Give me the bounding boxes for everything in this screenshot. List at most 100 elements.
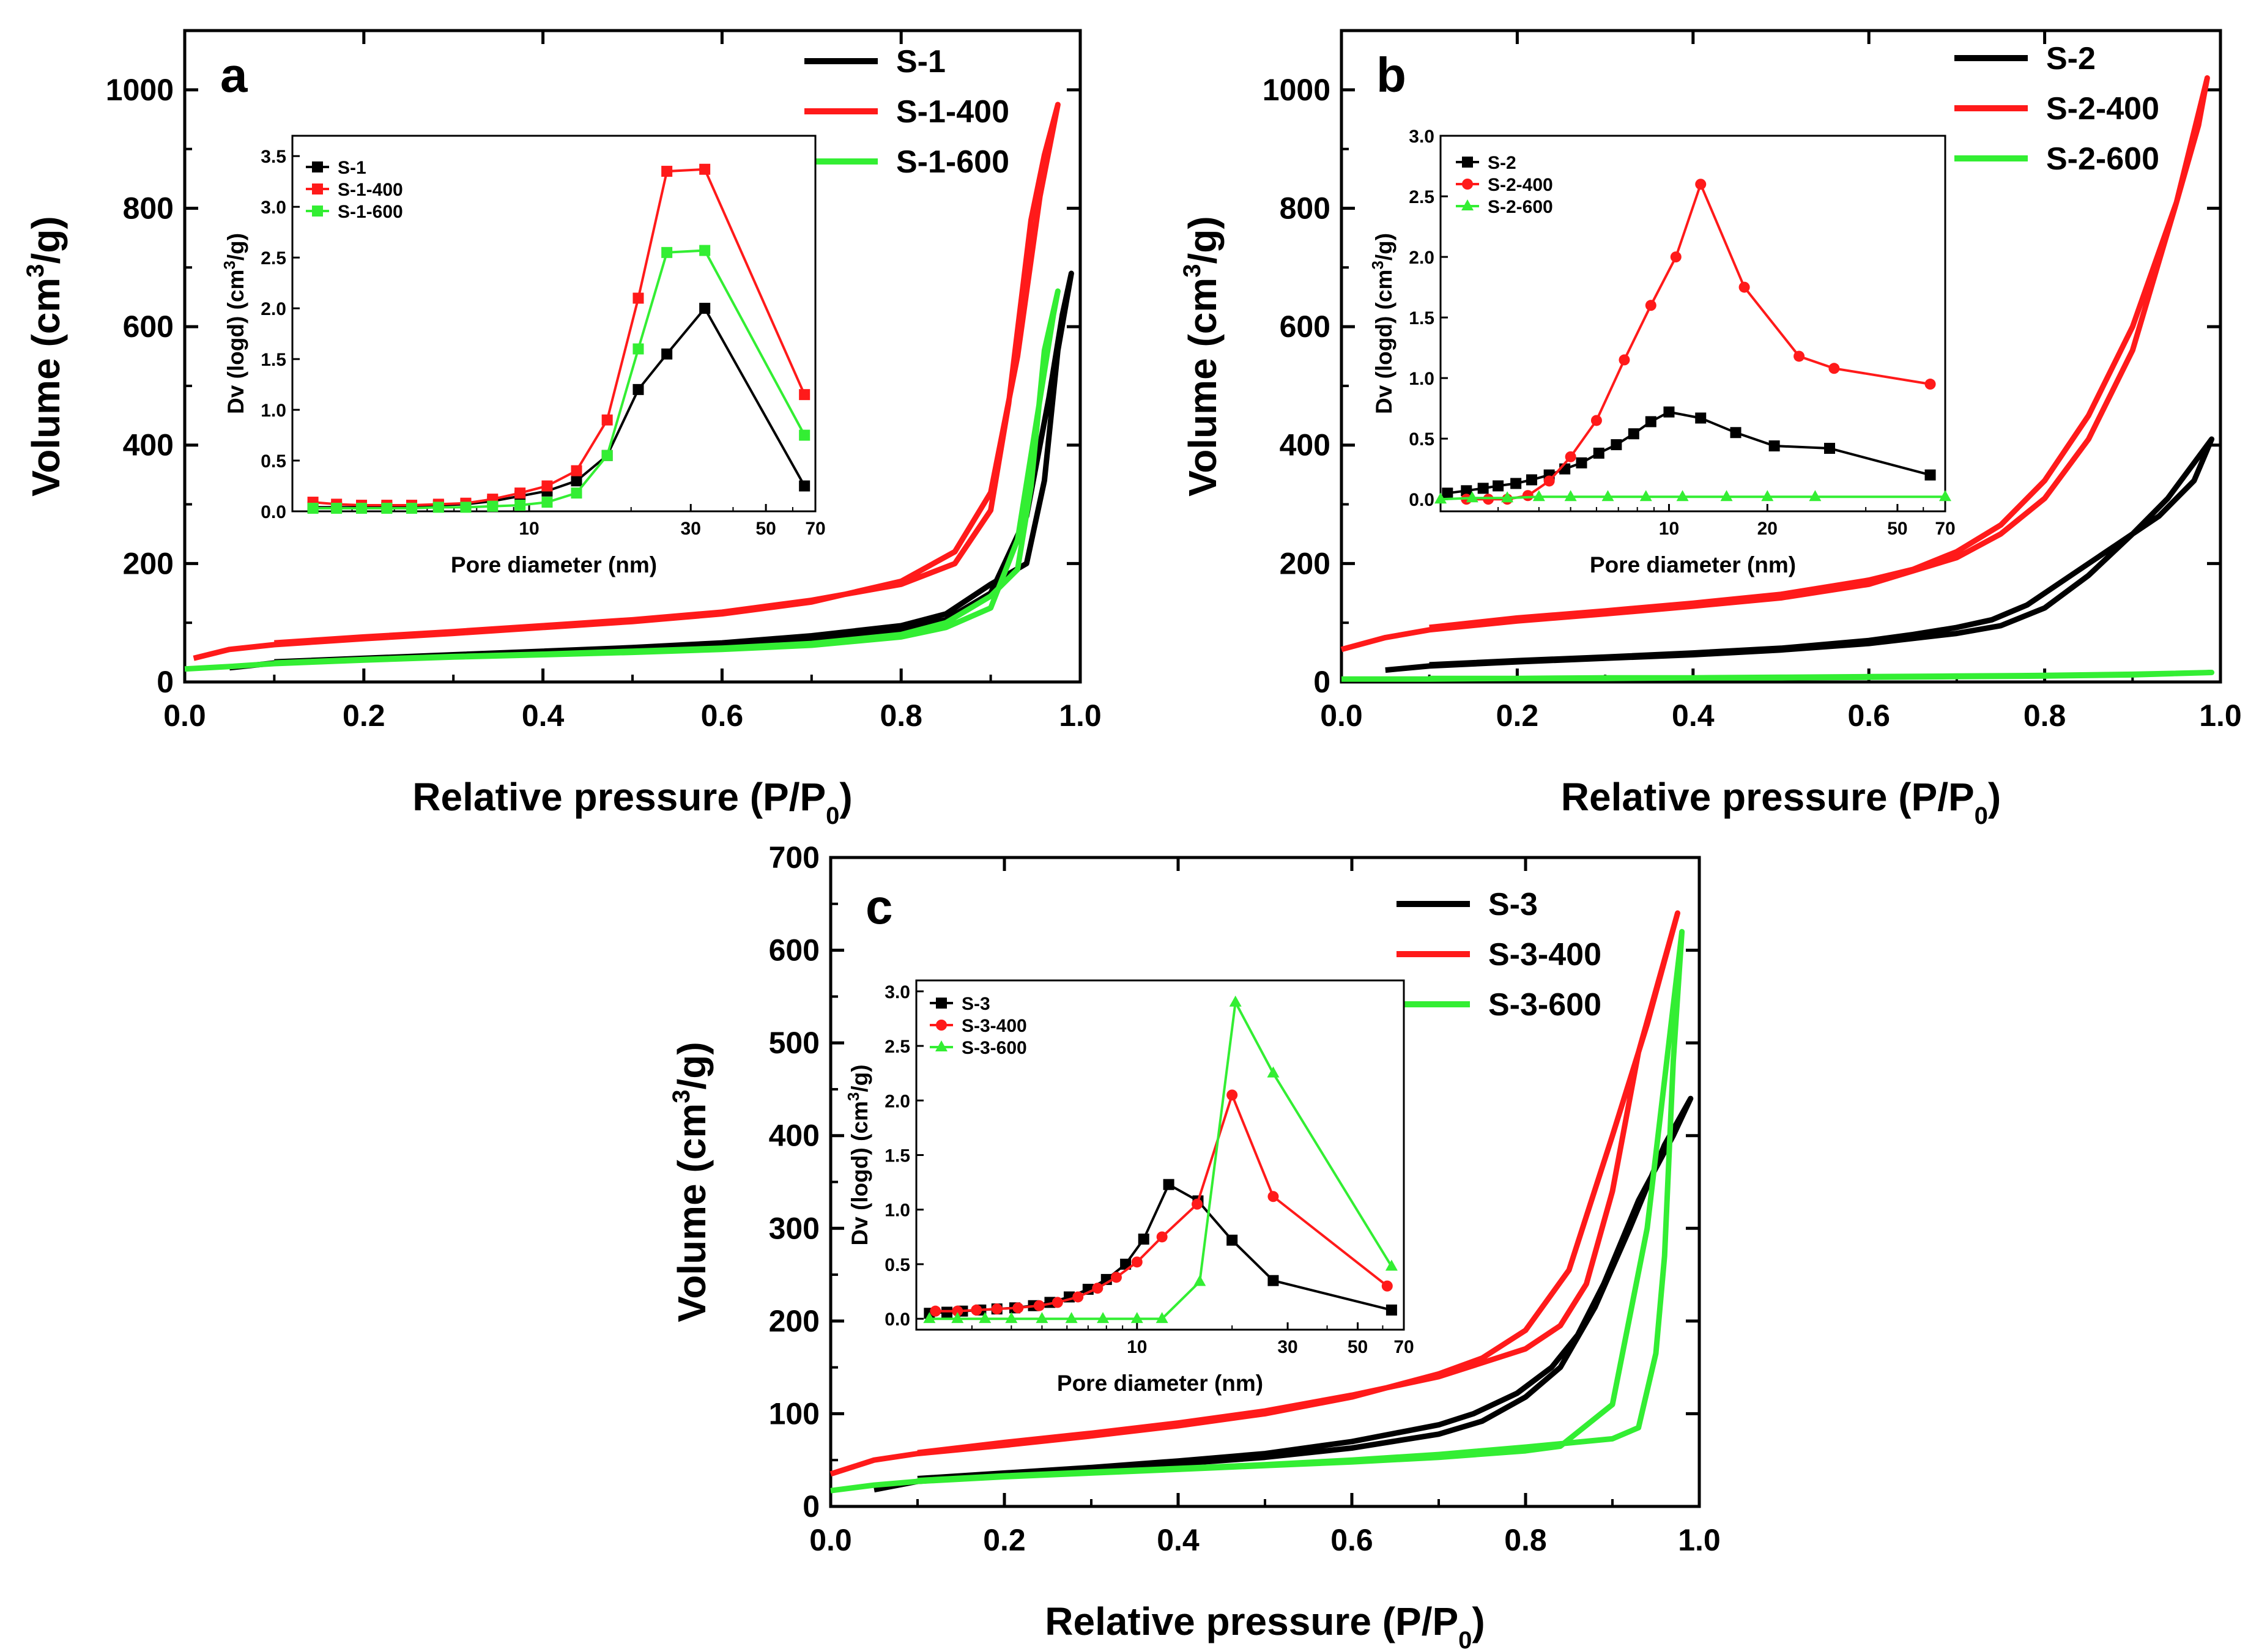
inset-point-S-1-400	[571, 465, 582, 476]
inset-point-S-1-600	[799, 429, 810, 441]
inset-y-tick-label: 0.5	[261, 451, 286, 472]
inset-point-S-3	[1267, 1275, 1279, 1286]
inset-legend-marker-S-3-600	[935, 1040, 948, 1051]
panel-letter: a	[220, 48, 248, 102]
x-tick-label: 0.0	[163, 698, 206, 733]
x-axis-label-main: Relative pressure (P/P	[1561, 775, 1975, 819]
y-axis-label-sup: 3	[668, 1089, 695, 1103]
legend-label-S-2-400: S-2-400	[2046, 91, 2159, 127]
inset-point-S-2-600	[1564, 490, 1577, 502]
inset-point-S-3-600	[951, 1312, 964, 1324]
y-axis-label: Volume (cm3/g)	[1179, 216, 1225, 496]
inset-point-S-2-400	[1645, 300, 1656, 311]
inset-point-S-1-600	[632, 343, 644, 355]
inset-point-S-3-600	[1229, 995, 1242, 1007]
y-tick-label: 600	[123, 309, 174, 344]
isotherm-S-2-600	[1341, 670, 2215, 682]
legend-label-S-3-400: S-3-400	[1488, 937, 1601, 972]
inset-point-S-2	[1663, 406, 1675, 418]
inset-point-S-3-600	[1005, 1312, 1018, 1324]
x-tick-label: 0.4	[1672, 698, 1715, 733]
inset-x-tick-label: 70	[1935, 519, 1955, 539]
inset-point-S-3-400	[1110, 1272, 1122, 1283]
inset-y-axis-label-sup: 3	[220, 261, 239, 269]
inset-legend-label-S-1-400: S-1-400	[338, 180, 403, 200]
inset-point-S-2	[1493, 480, 1504, 492]
x-tick-label: 0.2	[343, 698, 385, 733]
inset-x-tick-label: 50	[1348, 1337, 1368, 1357]
inset-y-tick-label: 3.0	[1409, 127, 1434, 147]
isotherm-S-3	[874, 1095, 1694, 1493]
inset-point-S-3-600	[1193, 1275, 1206, 1286]
inset-legend-label-S-3-600: S-3-600	[962, 1038, 1027, 1058]
x-tick-label: 0.0	[809, 1523, 852, 1557]
inset-point-S-2	[1576, 457, 1587, 469]
inset-point-S-1-600	[307, 503, 319, 514]
inset-point-S-2-400	[1828, 363, 1840, 374]
inset-x-tick-label: 50	[755, 519, 776, 539]
y-tick-label: 0	[803, 1489, 820, 1524]
inset-point-S-1-600	[356, 503, 368, 514]
inset-point-S-2-400	[1670, 251, 1682, 263]
x-tick-label: 0.2	[1496, 698, 1539, 733]
inset-y-tick-label: 1.0	[261, 401, 286, 421]
inset-point-S-2-400	[1565, 451, 1576, 462]
inset-point-S-2-600	[1466, 491, 1478, 503]
inset-y-tick-label: 1.5	[885, 1146, 910, 1166]
inset-point-S-3-600	[1385, 1259, 1398, 1271]
inset-x-tick-label: 30	[681, 519, 701, 539]
inset-line-S-1-600	[313, 249, 806, 509]
x-tick-label: 0.2	[983, 1523, 1026, 1557]
inset-line-S-1-400	[313, 168, 806, 506]
inset-x-tick-label: 30	[1277, 1337, 1297, 1357]
inset-point-S-3-400	[952, 1305, 963, 1317]
inset-x-axis-label: Pore diameter (nm)	[1057, 1371, 1263, 1396]
x-axis-label-main: Relative pressure (P/P	[1045, 1599, 1458, 1643]
inset-point-S-3-400	[1012, 1302, 1024, 1314]
inset-y-tick-label: 0.5	[1409, 429, 1434, 450]
inset-point-S-2	[1526, 474, 1537, 486]
inset-point-S-1-400	[601, 414, 613, 426]
inset-point-S-1-600	[661, 246, 673, 258]
isotherm-S-3-400	[829, 910, 1680, 1477]
inset-y-axis-label-main: Dv (logd) (cm	[847, 1101, 872, 1245]
x-tick-label: 0.4	[522, 698, 565, 733]
y-axis-label-main: Volume (cm	[1181, 278, 1225, 497]
inset-point-S-3-400	[1381, 1280, 1393, 1292]
inset-point-S-2-600	[1532, 490, 1545, 502]
inset-point-S-1-600	[541, 497, 553, 508]
inset-x-axis-label: Pore diameter (nm)	[1590, 552, 1796, 577]
inset-x-axis-label: Pore diameter (nm)	[451, 552, 657, 577]
inset-point-S-2-600	[1434, 492, 1447, 504]
inset-point-S-2-600	[1761, 490, 1774, 502]
inset-y-axis-label-sup: 3	[844, 1092, 862, 1101]
inset-point-S-3-600	[1130, 1312, 1143, 1324]
inset-point-S-3-600	[1036, 1312, 1048, 1324]
inset-point-S-1-400	[632, 292, 644, 304]
y-tick-label: 0	[1313, 665, 1330, 699]
x-tick-label: 0.8	[880, 698, 922, 733]
x-tick-label: 0.4	[1157, 1523, 1200, 1557]
y-axis-label-sup: 3	[22, 264, 49, 277]
panel-letter: c	[866, 880, 893, 934]
x-tick-label: 1.0	[2199, 698, 2242, 733]
panel-b: 0.0 0.2 0.4 0.6 0.8 1.002004006008001000Relat…	[1179, 29, 2242, 829]
inset-point-S-2-600	[1601, 490, 1614, 502]
inset-point-S-2	[1695, 412, 1707, 424]
inset-point-S-3-400	[1052, 1297, 1063, 1308]
inset-x-tick-label: 50	[1887, 519, 1907, 539]
inset-y-axis-label: Dv (logd) (cm3/g)	[844, 1064, 872, 1245]
inset-y-tick-label: 0.0	[1409, 490, 1434, 510]
y-tick-label: 800	[1280, 191, 1330, 225]
y-tick-label: 400	[123, 428, 174, 462]
y-tick-label: 600	[769, 933, 820, 968]
inset-point-S-2	[1823, 443, 1835, 454]
inset-point-S-3-600	[1155, 1312, 1168, 1324]
inset-point-S-3-400	[1226, 1089, 1238, 1101]
inset-point-S-1-400	[799, 389, 810, 401]
inset-y-axis-label-sup: 3	[1368, 261, 1387, 269]
inset-y-axis-label: Dv (logd) (cm3/g)	[1368, 233, 1397, 414]
legend-label-S-1-600: S-1-600	[896, 144, 1009, 180]
inset-point-S-1-600	[460, 502, 472, 513]
